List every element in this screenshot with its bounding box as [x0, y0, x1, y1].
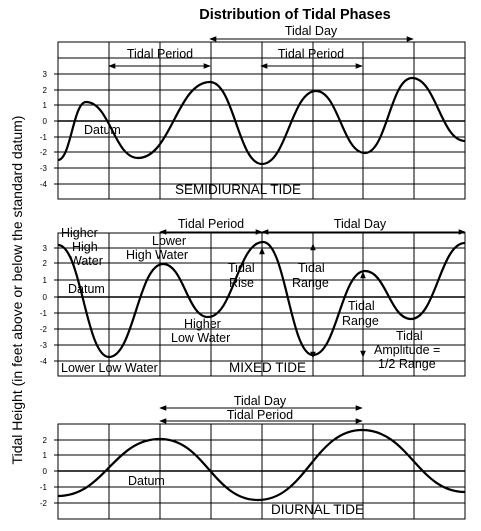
semidiurnal-tidal-period-label-2: Tidal Period	[278, 47, 344, 61]
y-tick-label: 0	[43, 293, 48, 302]
y-tick-label: -2	[40, 148, 48, 157]
y-tick-label: 2	[43, 86, 48, 95]
diurnal-tidal-day-label: Tidal Day	[234, 394, 287, 408]
mixed-tidal-period-label: Tidal Period	[178, 217, 244, 231]
semidiurnal-caption: SEMIDIURNAL TIDE	[175, 182, 301, 197]
mixed-datum-label: Datum	[68, 282, 105, 296]
mixed-caption: MIXED TIDE	[229, 360, 306, 375]
y-tick-label: 3	[43, 244, 48, 253]
y-tick-label: -4	[40, 357, 48, 366]
y-tick-label: -3	[40, 164, 48, 173]
y-tick-label: 1	[43, 451, 48, 460]
y-tick-label: 0	[43, 117, 48, 126]
y-tick-label: -3	[40, 341, 48, 350]
diurnal-panel: 2 1 0 -1 -2 Tidal Day Tidal Period Datum DIU…	[40, 394, 466, 520]
y-tick-label: -1	[40, 483, 48, 492]
semidiurnal-tidal-period-label-1: Tidal Period	[127, 47, 193, 61]
semidiurnal-y-ticks: 3 2 1 0 -1 -2 -3 -4	[40, 70, 58, 189]
diurnal-tide-curve	[57, 428, 466, 502]
y-tick-label: 1	[43, 101, 48, 110]
tidal-range-label-1: Tidal Range	[292, 261, 329, 290]
semidiurnal-tidal-day-label: Tidal Day	[285, 24, 338, 38]
diurnal-datum-label: Datum	[128, 474, 165, 488]
mixed-tide-curve	[57, 240, 466, 359]
lower-high-water-label: Lower High Water	[126, 234, 190, 262]
diurnal-tidal-period-label: Tidal Period	[227, 408, 293, 422]
y-axis-label: Tidal Height (in feet above or below the…	[9, 116, 25, 465]
y-tick-label: 2	[43, 436, 48, 445]
tidal-range-label-2: Tidal Range	[342, 299, 379, 328]
y-tick-label: -2	[40, 499, 48, 508]
y-tick-label: 3	[43, 70, 48, 79]
semidiurnal-datum-label: Datum	[84, 123, 121, 137]
y-tick-label: 2	[43, 259, 48, 268]
lower-low-water-label: Lower Low Water	[61, 361, 158, 375]
higher-high-water-label: Higher High Water	[61, 226, 103, 268]
y-tick-label: -2	[40, 325, 48, 334]
semidiurnal-panel: 3 2 1 0 -1 -2 -3 -4 Tidal Day Tidal Period Tida…	[40, 24, 466, 200]
mixed-panel: 3 2 1 0 -1 -2 -3 -4 Tidal Period Tidal Day High…	[40, 217, 466, 377]
mixed-tidal-day-label: Tidal Day	[334, 217, 387, 231]
semidiurnal-tide-curve	[57, 76, 466, 166]
figure-title: Distribution of Tidal Phases	[199, 7, 390, 23]
tidal-amplitude-label: Tidal Amplitude = 1/2 Range	[374, 329, 444, 371]
y-tick-label: -4	[40, 180, 48, 189]
diurnal-caption: DIURNAL TIDE	[271, 502, 364, 517]
diurnal-y-ticks: 2 1 0 -1 -2	[40, 436, 58, 508]
tidal-rise-label: Tidal Rise	[228, 261, 258, 290]
mixed-y-ticks: 3 2 1 0 -1 -2 -3 -4	[40, 244, 58, 366]
higher-low-water-label: Higher Low Water	[171, 317, 230, 345]
y-tick-label: -1	[40, 133, 48, 142]
y-tick-label: -1	[40, 309, 48, 318]
y-tick-label: 1	[43, 276, 48, 285]
y-tick-label: 0	[43, 467, 48, 476]
